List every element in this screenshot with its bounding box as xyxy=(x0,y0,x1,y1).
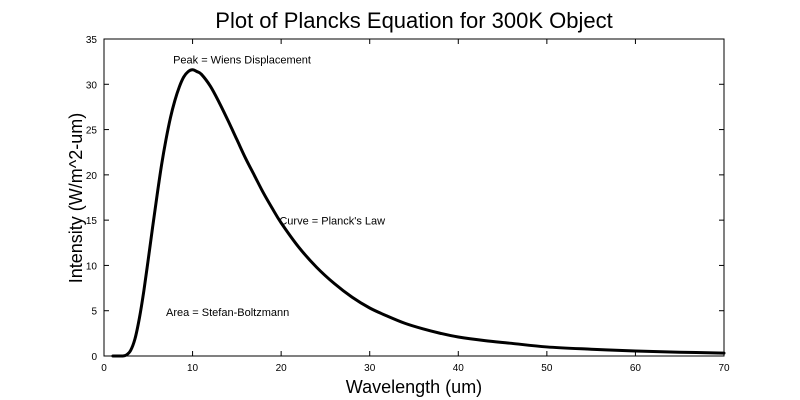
x-tick-label: 0 xyxy=(101,363,107,374)
y-tick-label: 35 xyxy=(86,35,98,46)
x-tick-label: 70 xyxy=(718,363,730,374)
annotations: Peak = Wiens Displacement Curve = Planck'… xyxy=(166,54,385,319)
x-tick-label: 10 xyxy=(187,363,199,374)
y-tick-label: 30 xyxy=(86,80,98,91)
y-tick-label: 10 xyxy=(86,261,98,272)
annotation-text: Peak = Wiens Displacement xyxy=(173,54,311,66)
x-tick-label: 30 xyxy=(364,363,376,374)
plot-frame xyxy=(103,38,725,357)
y-tick-label: 25 xyxy=(86,126,98,137)
x-tick-label: 60 xyxy=(630,363,642,374)
axis-ticks xyxy=(103,38,725,357)
x-tick-label: 20 xyxy=(276,363,288,374)
planck-curve xyxy=(111,68,726,358)
x-axis-label: Wavelength (um) xyxy=(346,377,482,397)
x-tick-label: 50 xyxy=(541,363,553,374)
y-tick-label: 0 xyxy=(91,352,97,363)
y-tick-label: 5 xyxy=(91,307,97,318)
chart-title: Plot of Plancks Equation for 300K Object xyxy=(215,8,612,33)
annotation-text: Area = Stefan-Boltzmann xyxy=(166,307,289,319)
y-tick-label: 15 xyxy=(86,216,98,227)
y-axis-label: Intensity (W/m^2-um) xyxy=(66,113,86,283)
y-tick-label: 20 xyxy=(86,171,98,182)
axis-tick-labels: 0 10 20 30 40 50 60 70 0 5 10 15 20 25 30 35 xyxy=(86,35,730,374)
annotation-text: Curve = Planck's Law xyxy=(279,216,385,228)
x-tick-label: 40 xyxy=(453,363,465,374)
